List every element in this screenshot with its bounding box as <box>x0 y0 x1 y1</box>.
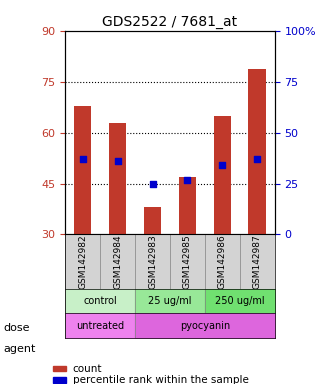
Point <box>185 177 190 183</box>
Point <box>220 162 225 169</box>
Text: control: control <box>83 296 117 306</box>
Point <box>150 180 155 187</box>
Text: GSM142982: GSM142982 <box>78 234 87 289</box>
Bar <box>213 116 231 235</box>
Text: agent: agent <box>3 344 36 354</box>
Title: GDS2522 / 7681_at: GDS2522 / 7681_at <box>102 15 238 29</box>
Text: count: count <box>73 364 102 374</box>
Point <box>80 156 85 162</box>
Text: GSM142987: GSM142987 <box>253 234 262 289</box>
Text: percentile rank within the sample: percentile rank within the sample <box>73 375 249 384</box>
Bar <box>249 69 266 235</box>
Text: pyocyanin: pyocyanin <box>180 321 230 331</box>
Text: untreated: untreated <box>76 321 124 331</box>
Text: GSM142984: GSM142984 <box>113 234 122 289</box>
Point <box>255 156 260 162</box>
Text: 250 ug/ml: 250 ug/ml <box>215 296 264 306</box>
Text: dose: dose <box>3 323 30 333</box>
Text: GSM142985: GSM142985 <box>183 234 192 289</box>
Bar <box>179 177 196 235</box>
Bar <box>109 123 126 235</box>
Text: GSM142983: GSM142983 <box>148 234 157 289</box>
Point <box>115 158 120 164</box>
Text: 25 ug/ml: 25 ug/ml <box>148 296 192 306</box>
Bar <box>74 106 91 235</box>
Text: GSM142986: GSM142986 <box>218 234 227 289</box>
Bar <box>144 207 161 235</box>
